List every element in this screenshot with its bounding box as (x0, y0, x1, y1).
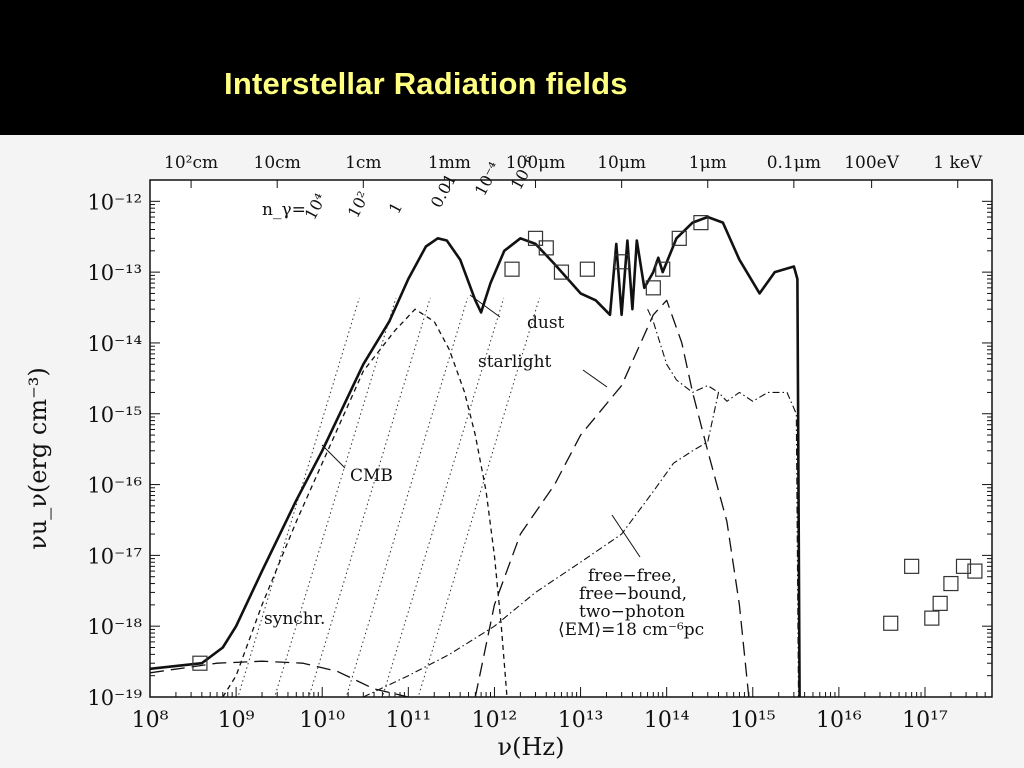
photon-density-line (274, 297, 397, 697)
annotation-pointer (321, 444, 346, 469)
series-1 (150, 660, 409, 697)
photon-density-prefix: n_γ= (262, 200, 306, 220)
plot-frame (149, 179, 993, 698)
annotation-ff2: free−bound, (579, 584, 687, 604)
top-axis-label: 10μm (597, 153, 646, 173)
top-axis-label: 0.1μm (767, 153, 821, 173)
y-tick-label: 10⁻¹⁷ (87, 544, 142, 568)
top-axis-label: 10cm (254, 153, 301, 173)
series-3 (474, 299, 750, 697)
y-tick-label: 10⁻¹³ (87, 261, 142, 285)
annotation-synchr: synchr. (264, 609, 325, 629)
photon-density-line (417, 297, 540, 697)
y-tick-label: 10⁻¹⁶ (87, 474, 142, 498)
top-axis-label: 1mm (428, 153, 471, 173)
x-tick-label: 10¹⁶ (816, 708, 862, 733)
photon-density-line (308, 297, 431, 697)
observation-marker (883, 615, 899, 631)
photon-density-line (381, 297, 505, 697)
observation-marker (693, 215, 709, 231)
x-tick-label: 10¹² (472, 708, 518, 733)
observation-marker (932, 595, 948, 611)
annotation-pointer (469, 294, 501, 318)
photon-density-line (345, 297, 469, 697)
annotation-starlight: starlight (478, 352, 552, 372)
title-bar: Interstellar Radiation fields (0, 0, 1024, 135)
observation-marker (579, 261, 595, 277)
annotation-pointer (611, 514, 641, 558)
observation-marker (504, 261, 520, 277)
observation-marker (943, 575, 959, 592)
y-tick-label: 10⁻¹⁴ (87, 332, 142, 356)
observation-marker (655, 261, 671, 277)
annotation-ff1: free−free, (588, 566, 677, 586)
x-tick-label: 10¹⁷ (902, 708, 948, 733)
observation-marker (614, 254, 630, 270)
observation-marker (538, 240, 554, 256)
x-axis-title: ν(Hz) (498, 733, 565, 761)
y-tick-label: 10⁻¹⁵ (87, 403, 142, 427)
y-tick-label: 10⁻¹² (87, 190, 142, 214)
series-2 (222, 308, 508, 697)
x-tick-label: 10¹¹ (386, 708, 432, 733)
x-tick-label: 10¹⁴ (644, 708, 690, 733)
top-axis-label: 1μm (689, 153, 727, 173)
annotation-ff4: ⟨EM⟩=18 cm⁻⁶pc (558, 620, 704, 640)
observation-marker (904, 558, 920, 574)
top-axis-label: 100μm (506, 153, 566, 173)
plot-panel: 10⁸ 10⁹ 10¹⁰ 10¹¹ 10¹² 10¹³ 10¹⁴ 10¹⁵ 10¹⁶ 10¹⁷ 10… (0, 135, 1024, 768)
top-axis-label: 10²cm (164, 153, 218, 173)
series-4 (363, 391, 800, 697)
top-axis-label: 1 keV (933, 153, 983, 173)
series-5 (647, 308, 719, 393)
annotation-ff3: two−photon (579, 602, 685, 622)
observation-marker (553, 264, 570, 280)
annotation-pointer (582, 369, 608, 388)
x-tick-label: 10⁸ (132, 708, 169, 733)
observation-marker (192, 655, 208, 671)
x-tick-label: 10¹³ (558, 708, 604, 733)
observation-marker (955, 558, 972, 574)
y-axis-title: νu_ν(erg cm⁻³) (24, 367, 52, 550)
annotation-cmb: CMB (350, 466, 393, 486)
photon-density-line (237, 297, 360, 697)
isrf-chart: 10⁸ 10⁹ 10¹⁰ 10¹¹ 10¹² 10¹³ 10¹⁴ 10¹⁵ 10¹⁶ 10¹⁷ 10… (24, 153, 993, 761)
top-axis-label: 1cm (345, 153, 381, 173)
slide-title: Interstellar Radiation fields (224, 66, 628, 101)
observation-marker (967, 563, 983, 579)
y-tick-label: 10⁻¹⁸ (87, 615, 142, 639)
x-tick-label: 10¹⁰ (299, 708, 345, 733)
y-tick-label: 10⁻¹⁹ (87, 686, 142, 710)
x-tick-label: 10⁹ (218, 708, 255, 733)
observation-marker (645, 280, 661, 296)
observation-marker (671, 230, 687, 246)
observation-marker (924, 610, 940, 626)
top-axis-label: 100eV (844, 153, 900, 173)
annotation-dust: dust (527, 313, 565, 333)
x-tick-label: 10¹⁵ (730, 708, 776, 733)
observation-marker (527, 230, 544, 246)
